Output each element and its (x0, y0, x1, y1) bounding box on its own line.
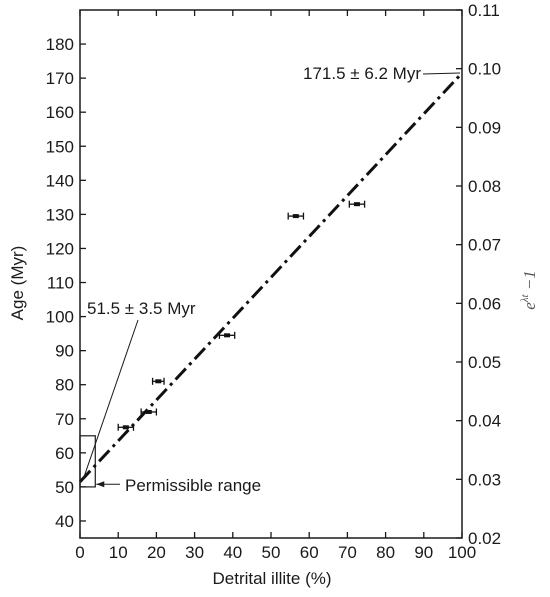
data-point-2 (155, 379, 162, 384)
data-point-5 (353, 202, 360, 207)
y-tick-label-5: 90 (55, 342, 74, 361)
y-tick-label-14: 180 (46, 35, 74, 54)
plot-marks (78, 71, 464, 488)
x-tick-label-0: 0 (75, 543, 84, 562)
y-tick-label-12: 160 (46, 103, 74, 122)
y-tick-label-1: 50 (55, 478, 74, 497)
annotation-top-leader (422, 72, 461, 75)
y-tick-right-label-6: 0.08 (468, 177, 501, 196)
x-tick-label-7: 70 (338, 543, 357, 562)
y-tick-right-label-0: 0.02 (468, 529, 501, 548)
y-axis-title: Age (Myr) (8, 246, 27, 321)
data-point-1 (145, 409, 152, 414)
x-tick-label-1: 10 (109, 543, 128, 562)
y-tick-right-label-3: 0.05 (468, 353, 501, 372)
y-tick-label-8: 120 (46, 239, 74, 258)
annotation-permissible-text: Permissible range (125, 476, 261, 495)
tick-labels: 0 10 20 30 40 50 60 70 80 90 100 40 50 60 70 80 90 100 110… (46, 1, 501, 562)
plot-frame (79, 9, 463, 539)
y-tick-label-9: 130 (46, 205, 74, 224)
y-tick-label-4: 80 (55, 376, 74, 395)
tick-marks (79, 9, 463, 539)
y-tick-label-2: 60 (55, 444, 74, 463)
x-tick-label-6: 60 (300, 543, 319, 562)
y-tick-label-10: 140 (46, 171, 74, 190)
y-tick-label-0: 40 (55, 512, 74, 531)
y-tick-label-3: 70 (55, 410, 74, 429)
y-tick-right-label-4: 0.06 (468, 294, 501, 313)
y-tick-label-6: 100 (46, 308, 74, 327)
y-tick-right-label-5: 0.07 (468, 236, 501, 255)
y-tick-right-label-9: 0.11 (468, 1, 500, 20)
data-point-0 (122, 425, 129, 430)
data-point-4 (292, 214, 299, 219)
data-point-3 (224, 333, 231, 338)
x-tick-label-4: 40 (223, 543, 242, 562)
annotation-intercept-text: 51.5 ± 3.5 Myr (87, 299, 196, 318)
right-title-exponent: λt (519, 293, 531, 303)
x-tick-label-5: 50 (262, 543, 281, 562)
y-tick-right-label-8: 0.10 (468, 60, 501, 79)
x-axis-title: Detrital illite (%) (212, 569, 331, 588)
y-tick-label-7: 110 (47, 274, 74, 293)
y-tick-right-label-1: 0.03 (468, 470, 501, 489)
annotation-intercept-leader (82, 319, 139, 480)
x-tick-label-8: 80 (376, 543, 395, 562)
annotations: 171.5 ± 6.2 Myr 51.5 ± 3.5 Myr Permissible… (82, 64, 461, 495)
x-tick-label-3: 30 (185, 543, 204, 562)
y-tick-right-label-7: 0.09 (468, 118, 501, 137)
y-tick-label-11: 150 (46, 137, 74, 156)
right-title-suffix: −1 (520, 270, 539, 294)
plot-frame-rect (79, 9, 463, 539)
y-axis-title-right: eλt −1 (519, 270, 539, 310)
x-tick-label-2: 20 (147, 543, 166, 562)
fit-line (78, 71, 464, 483)
x-tick-label-10: 100 (448, 543, 476, 562)
y-tick-label-13: 170 (46, 69, 74, 88)
annotation-top-text: 171.5 ± 6.2 Myr (303, 64, 421, 83)
x-tick-label-9: 90 (414, 543, 433, 562)
annotation-permissible-arrowhead (96, 481, 105, 488)
y-tick-right-label-2: 0.04 (468, 412, 501, 431)
right-title-base: e (520, 302, 539, 310)
